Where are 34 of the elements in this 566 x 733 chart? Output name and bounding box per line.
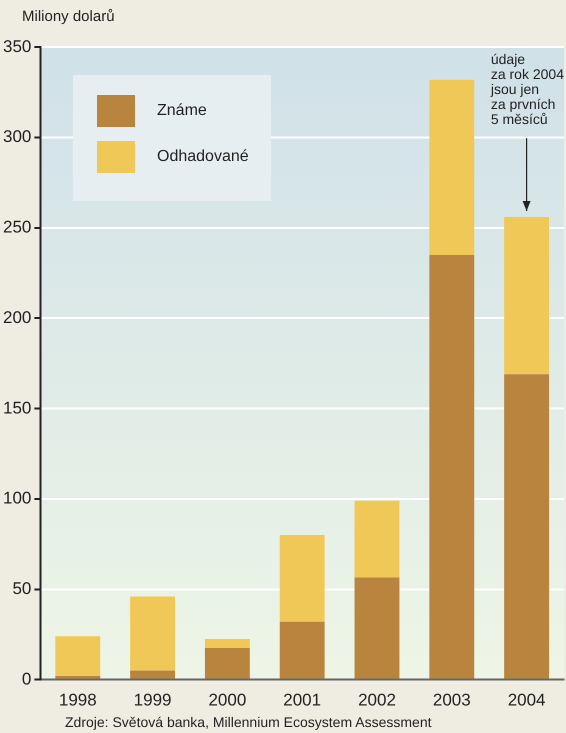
y-axis-title: Miliony dolarů	[22, 8, 115, 25]
y-tick-label: 350	[2, 36, 32, 56]
bar	[429, 80, 474, 255]
bar	[130, 670, 176, 679]
bar	[130, 596, 176, 671]
y-tick-label: 300	[2, 127, 32, 146]
y-tick-label: 250	[2, 218, 32, 237]
y-tick-label: 150	[2, 398, 32, 418]
bar	[354, 578, 400, 679]
x-tick-label: 2004	[508, 690, 546, 710]
x-tick-label: 1998	[58, 690, 97, 710]
y-tick-label: 200	[2, 308, 32, 327]
y-tick-label: 0	[22, 669, 32, 688]
bar	[354, 500, 400, 578]
bar	[504, 217, 550, 374]
bar	[280, 535, 325, 622]
x-tick-label: 1999	[134, 690, 172, 710]
bar	[55, 636, 100, 676]
bar	[204, 638, 250, 648]
x-tick-label: 2001	[283, 690, 322, 710]
bar	[204, 648, 250, 679]
bar	[504, 374, 550, 679]
legend-label: Známe	[157, 102, 207, 120]
x-tick-label: 2002	[358, 690, 396, 710]
y-tick-label: 100	[2, 488, 32, 508]
y-tick-label: 50	[12, 578, 32, 598]
text: Zdroje: Světová banka, Millennium Ecosystem Assessment	[65, 714, 432, 730]
x-tick-label: 2000	[208, 690, 246, 710]
legend-label: Odhadované	[157, 148, 249, 166]
bar	[429, 254, 474, 679]
bar	[55, 676, 100, 679]
bar	[280, 622, 325, 679]
x-tick-label: 2003	[432, 690, 471, 710]
annotation: údaje za rok 2004 jsou jen za prvních 5 měsíců	[490, 51, 564, 128]
